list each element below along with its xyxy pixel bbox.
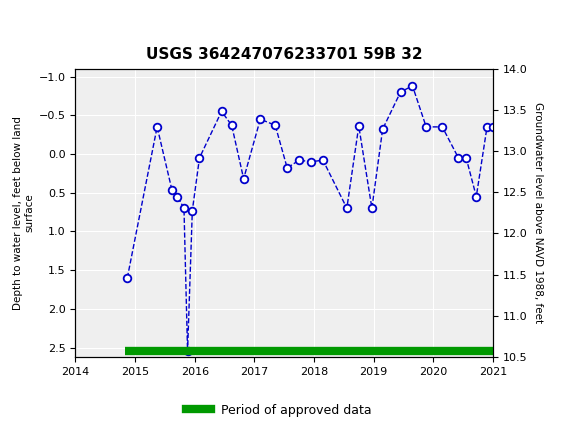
Y-axis label: Depth to water level, feet below land
surface: Depth to water level, feet below land su… [13,116,35,310]
Text: USGS: USGS [9,15,56,30]
Legend: Period of approved data: Period of approved data [180,399,376,421]
Text: ▦ USGS: ▦ USGS [3,14,75,31]
Y-axis label: Groundwater level above NAVD 1988, feet: Groundwater level above NAVD 1988, feet [533,102,543,323]
FancyBboxPatch shape [3,3,35,42]
Title: USGS 364247076233701 59B 32: USGS 364247076233701 59B 32 [146,47,422,62]
FancyBboxPatch shape [6,4,64,41]
